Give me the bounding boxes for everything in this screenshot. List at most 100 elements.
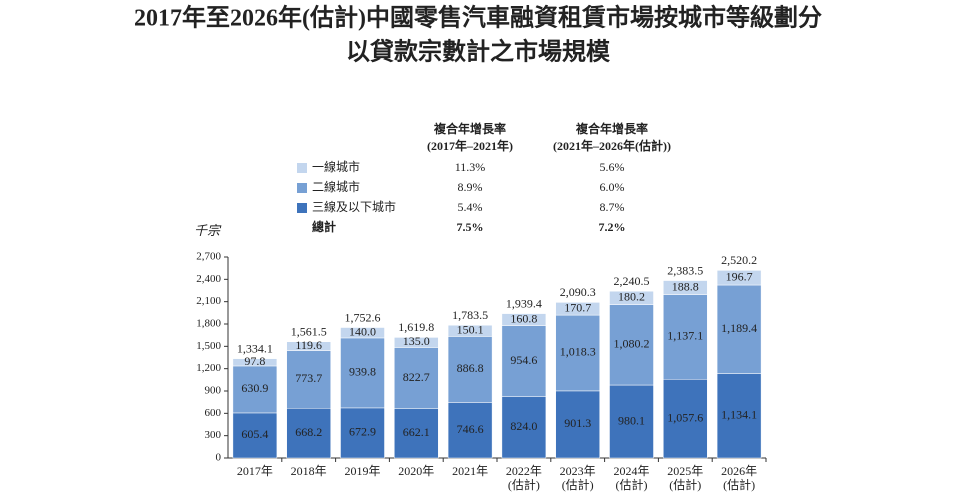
bar-segment (716, 270, 762, 286)
bar-segment (394, 408, 439, 459)
bar-segment (609, 290, 654, 305)
legend-label: 二線城市 (312, 179, 360, 194)
value-label: 824.0 (510, 419, 537, 433)
cagr-value: 8.9% (458, 180, 483, 194)
bar-segment (663, 379, 708, 459)
value-label: 1,080.2 (614, 337, 650, 351)
cagr-value: 5.6% (600, 160, 625, 174)
value-label: 746.6 (457, 422, 484, 436)
bar-segment (555, 302, 600, 316)
bar-segment (555, 390, 600, 459)
bar-segment (555, 314, 600, 392)
y-tick-label: 300 (205, 429, 222, 441)
bar-segment (340, 327, 385, 339)
y-tick-label: 2,700 (196, 251, 221, 263)
value-label: 150.1 (457, 323, 484, 337)
x-tick-label: 2018年 (290, 464, 327, 478)
bar-segment (447, 336, 493, 403)
bar-segment (232, 412, 278, 459)
bar-segment (609, 384, 654, 459)
total-value-label: 2,090.3 (560, 285, 596, 299)
value-label: 188.8 (672, 279, 699, 293)
bar-segment (501, 313, 547, 326)
cagr-header: (2021年–2026年(估計)) (553, 138, 671, 153)
value-label: 662.1 (403, 425, 430, 439)
total-label: 總計 (312, 219, 336, 234)
value-label: 630.9 (241, 381, 268, 395)
y-tick-label: 1,800 (196, 318, 221, 330)
cagr-header: (2017年–2021年) (427, 138, 513, 153)
chart-title: 2017年至2026年(估計)中國零售汽車融資租賃市場按城市等級劃分 (134, 4, 822, 32)
legend-swatch (297, 163, 307, 173)
value-label: 170.7 (564, 300, 591, 314)
value-label: 822.7 (403, 370, 430, 384)
bar-segment (447, 402, 493, 459)
bar-segment (394, 347, 439, 409)
y-axis-label: 千宗 (194, 223, 222, 238)
cagr-header: 複合年增長率 (575, 121, 648, 136)
value-label: 196.7 (726, 269, 753, 283)
bar-segment (286, 350, 331, 409)
value-label: 1,189.4 (721, 321, 757, 335)
value-label: 1,137.1 (667, 329, 703, 343)
y-tick-label: 600 (205, 407, 222, 419)
y-tick-label: 1,500 (196, 340, 221, 352)
x-tick-label: 2024年 (估計) (613, 464, 650, 492)
chart-subtitle: 以貸款宗數計之市場規模 (346, 38, 611, 66)
value-label: 672.9 (349, 425, 376, 439)
total-value-label: 2,383.5 (667, 263, 703, 277)
bar-segment (501, 396, 547, 459)
x-tick-label: 2025年 (估計) (667, 464, 704, 492)
bar-segment (663, 294, 708, 380)
value-label: 1,057.6 (667, 410, 703, 424)
total-cagr: 7.5% (457, 220, 484, 234)
value-label: 901.3 (564, 416, 591, 430)
bar-segment (394, 337, 439, 348)
value-label: 1,134.1 (721, 408, 757, 422)
y-tick-label: 2,400 (196, 273, 221, 285)
bar-segment (447, 324, 493, 337)
value-label: 160.8 (510, 311, 537, 325)
x-tick-label: 2020年 (398, 464, 435, 478)
bar-segment (663, 280, 708, 295)
y-tick-label: 1,200 (196, 362, 221, 374)
value-label: 954.6 (510, 353, 537, 367)
bar-segment (716, 284, 762, 374)
cagr-value: 5.4% (458, 200, 483, 214)
bar-segment (232, 365, 278, 414)
y-tick-label: 900 (205, 385, 222, 397)
cagr-value: 8.7% (600, 200, 625, 214)
x-tick-label: 2019年 (344, 464, 381, 478)
total-value-label: 2,240.5 (614, 274, 650, 288)
value-label: 939.8 (349, 365, 376, 379)
y-tick-label: 0 (216, 452, 222, 464)
value-label: 1,018.3 (560, 345, 596, 359)
value-label: 180.2 (618, 290, 645, 304)
cagr-header: 複合年增長率 (433, 121, 506, 136)
bar-segment (609, 304, 654, 386)
y-tick-label: 2,100 (196, 295, 221, 307)
total-value-label: 1,619.8 (398, 320, 434, 334)
value-label: 886.8 (457, 361, 484, 375)
bar-segment (340, 337, 385, 409)
total-value-label: 1,752.6 (345, 310, 381, 324)
x-tick-label: 2021年 (452, 464, 489, 478)
x-tick-label: 2017年 (236, 464, 273, 478)
cagr-value: 6.0% (600, 180, 625, 194)
bar-segment (232, 358, 278, 367)
bar-segment (716, 373, 762, 459)
legend-swatch (297, 183, 307, 193)
value-label: 140.0 (349, 324, 376, 338)
total-value-label: 2,520.2 (721, 253, 757, 267)
value-label: 605.4 (241, 427, 268, 441)
x-tick-label: 2022年 (估計) (505, 464, 542, 492)
total-value-label: 1,939.4 (506, 296, 542, 310)
value-label: 668.2 (295, 425, 322, 439)
total-value-label: 1,783.5 (452, 308, 488, 322)
total-cagr: 7.2% (599, 220, 626, 234)
cagr-value: 11.3% (455, 160, 486, 174)
x-tick-label: 2023年 (估計) (559, 464, 596, 492)
value-label: 119.6 (295, 338, 322, 352)
